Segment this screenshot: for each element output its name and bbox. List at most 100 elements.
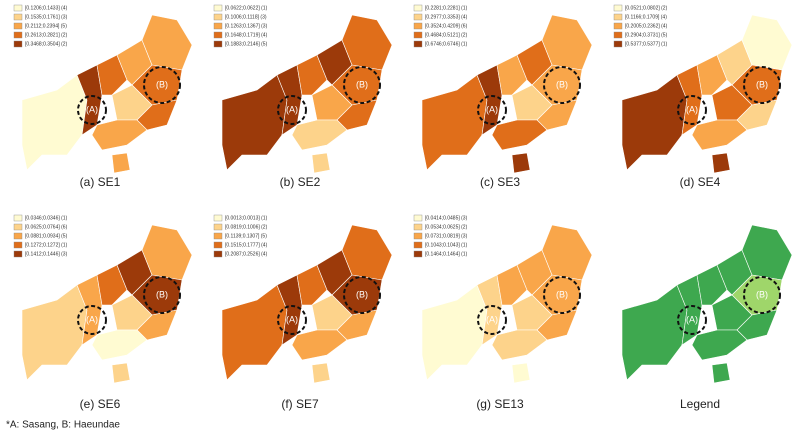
legend-label: [0.0534;0.0625] (2) xyxy=(425,224,468,230)
legend-swatch xyxy=(413,40,423,48)
legend-label: [0.1535;0.1761] (3) xyxy=(25,14,68,20)
highlight-circle xyxy=(343,276,381,314)
legend-label: [0.2087;0.2526] (4) xyxy=(225,251,268,257)
district xyxy=(91,119,148,151)
legend-label: [0.0731;0.0819] (3) xyxy=(425,233,468,239)
legend-label: [0.1006;0.1118] (3) xyxy=(225,14,267,20)
map-panel: (A) (B) [0.0622;0.0622] (1) [0.1006;0.1118]… xyxy=(213,4,393,189)
legend-label: [0.6746;0.6746] (1) xyxy=(425,41,468,47)
map: (A) (B) xyxy=(21,14,193,174)
highlight-circle xyxy=(143,276,181,314)
caption: (d) SE4 xyxy=(680,175,721,189)
legend-swatch xyxy=(13,214,23,222)
district xyxy=(291,119,348,151)
district xyxy=(91,329,148,361)
footnote: *A: Sasang, B: Haeundae xyxy=(6,420,120,431)
district xyxy=(296,54,328,96)
map-panel: (A) (B) [0.0346;0.0346] (1) [0.0625;0.0764]… xyxy=(13,214,193,411)
circle-label: (A) xyxy=(486,314,498,324)
district xyxy=(221,74,288,171)
legend-label: [0.1412;0.1446] (3) xyxy=(25,251,68,257)
legend-swatch xyxy=(213,223,223,231)
legend-swatch xyxy=(413,13,423,21)
district xyxy=(421,74,488,171)
circle-label: (B) xyxy=(756,289,768,299)
district xyxy=(696,54,728,96)
legend-swatch xyxy=(13,4,23,12)
legend-label: [0.4684;0.5121] (2) xyxy=(425,32,468,38)
legend-label: [0.1263;0.1367] (3) xyxy=(225,23,268,29)
legend-swatch xyxy=(413,4,423,12)
district xyxy=(221,284,288,381)
caption: (f) SE7 xyxy=(281,397,319,411)
legend-swatch xyxy=(413,241,423,249)
map-panel: (A) (B) [0.0013;0.0013] (1) [0.0819;0.1006]… xyxy=(213,214,393,411)
legend-label: [0.0622;0.0622] (1) xyxy=(225,5,268,11)
highlight-circle xyxy=(77,95,107,125)
legend-swatch xyxy=(613,22,623,30)
caption: (g) SE13 xyxy=(476,397,524,411)
district xyxy=(491,119,548,151)
legend-label: [0.0414;0.0485] (3) xyxy=(425,215,468,221)
legend-label: [0.1139;0.1307] (5) xyxy=(225,233,267,239)
circle-label: (B) xyxy=(356,289,368,299)
legend-swatch xyxy=(413,31,423,39)
caption: (a) SE1 xyxy=(80,175,121,189)
legend-swatch xyxy=(613,13,623,21)
legend-label: [0.2613;0.2821] (2) xyxy=(25,32,68,38)
legend-label: [0.1206;0.1433] (4) xyxy=(25,5,68,11)
district xyxy=(496,264,528,306)
map: (A) (B) xyxy=(621,14,793,174)
legend-swatch xyxy=(13,13,23,21)
caption: (c) SE3 xyxy=(480,175,520,189)
highlight-circle xyxy=(677,95,707,125)
legend-label: [0.0819;0.1006] (2) xyxy=(225,224,268,230)
map-panel: (A) (B) [0.0521;0.0802] (2) [0.1166;0.1709]… xyxy=(613,4,793,189)
map-panel: (A) (B) [0.1206;0.1433] (4) [0.1535;0.1761]… xyxy=(13,4,193,189)
map: (A) (B) xyxy=(421,14,593,174)
district xyxy=(511,152,531,174)
legend-swatch xyxy=(213,4,223,12)
circle-label: (B) xyxy=(756,79,768,89)
legend-swatch xyxy=(213,250,223,258)
legend-swatch xyxy=(413,223,423,231)
legend-swatch xyxy=(413,232,423,240)
map: (A) (B) xyxy=(221,14,393,174)
legend-label: [0.2904;0.3731] (5) xyxy=(625,32,668,38)
legend-label: [0.1648;0.1719] (4) xyxy=(225,32,268,38)
district xyxy=(296,264,328,306)
legend-label: [0.1043;0.1043] (1) xyxy=(425,242,468,248)
highlight-circle xyxy=(77,305,107,335)
legend-swatch xyxy=(613,31,623,39)
caption: (b) SE2 xyxy=(280,175,321,189)
district xyxy=(21,74,88,171)
legend-label: [0.5377;0.5377] (1) xyxy=(625,41,668,47)
circle-label: (B) xyxy=(156,289,168,299)
caption: Legend xyxy=(680,397,720,411)
district xyxy=(696,264,728,306)
legend-label: [0.2005;0.2362] (4) xyxy=(625,23,668,29)
legend-label: [0.1166;0.1709] (4) xyxy=(625,14,667,20)
circle-label: (A) xyxy=(686,104,698,114)
district xyxy=(21,284,88,381)
legend-label: [0.0625;0.0764] (6) xyxy=(25,224,68,230)
highlight-circle xyxy=(277,95,307,125)
legend-swatch xyxy=(13,223,23,231)
circle-label: (B) xyxy=(156,79,168,89)
legend-label: [0.2281;0.2281] (1) xyxy=(425,5,468,11)
district xyxy=(96,264,128,306)
district xyxy=(111,362,131,384)
district xyxy=(691,329,748,361)
legend-swatch xyxy=(213,13,223,21)
district xyxy=(96,54,128,96)
circle-label: (B) xyxy=(556,79,568,89)
legend-swatch xyxy=(13,22,23,30)
map: (A) (B) xyxy=(621,224,793,384)
legend-swatch xyxy=(213,22,223,30)
legend-swatch xyxy=(413,250,423,258)
circle-label: (B) xyxy=(356,79,368,89)
district xyxy=(311,152,331,174)
district xyxy=(691,119,748,151)
legend-label: [0.0346;0.0346] (1) xyxy=(25,215,68,221)
